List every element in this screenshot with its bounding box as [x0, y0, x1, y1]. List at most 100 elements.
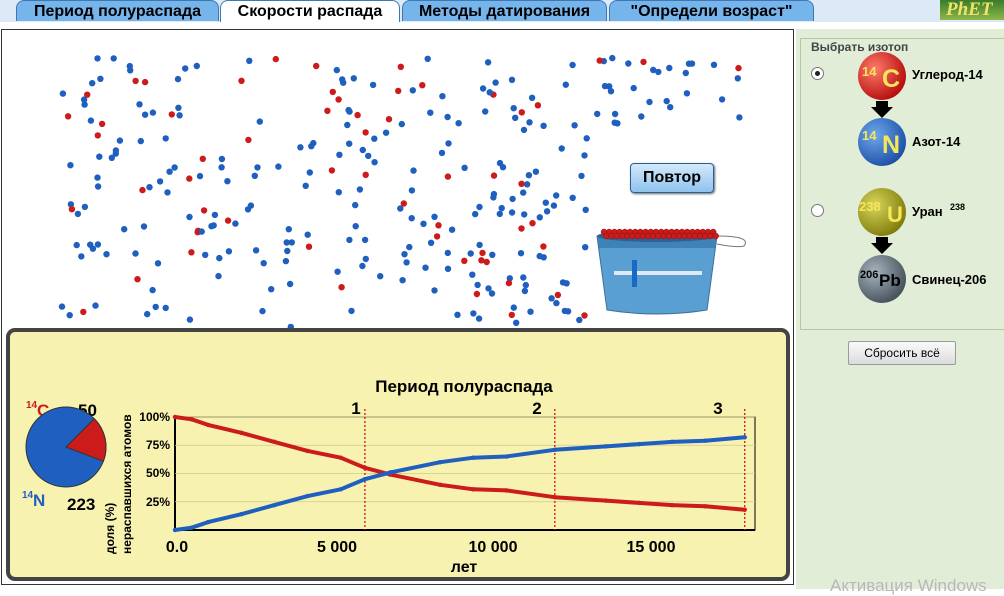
atom-carbon14[interactable] — [200, 207, 208, 214]
atom-nitrogen14[interactable] — [136, 101, 143, 108]
atom-nitrogen14[interactable] — [208, 223, 215, 230]
atom-nitrogen14[interactable] — [409, 87, 416, 94]
atom-nitrogen14[interactable] — [688, 60, 696, 67]
atom-carbon14[interactable] — [581, 312, 588, 319]
atom-carbon14[interactable] — [478, 257, 485, 264]
atom-nitrogen14[interactable] — [509, 195, 516, 203]
atom-nitrogen14[interactable] — [58, 303, 66, 310]
atom-nitrogen14[interactable] — [259, 307, 266, 315]
atom-carbon14[interactable] — [483, 258, 490, 266]
atom-nitrogen14[interactable] — [558, 145, 565, 152]
atom-nitrogen14[interactable] — [526, 119, 533, 126]
atom-nitrogen14[interactable] — [246, 57, 253, 64]
atom-nitrogen14[interactable] — [563, 280, 570, 287]
atom-nitrogen14[interactable] — [475, 315, 483, 322]
atom-nitrogen14[interactable] — [528, 94, 536, 102]
atom-nitrogen14[interactable] — [171, 164, 178, 171]
atom-nitrogen14[interactable] — [186, 213, 193, 221]
atom-nitrogen14[interactable] — [268, 286, 275, 293]
atom-carbon14[interactable] — [313, 62, 320, 70]
atom-nitrogen14[interactable] — [94, 183, 102, 190]
atom-nitrogen14[interactable] — [646, 98, 653, 106]
atom-carbon14[interactable] — [94, 132, 102, 139]
atom-carbon14[interactable] — [139, 186, 146, 194]
atom-nitrogen14[interactable] — [562, 81, 569, 88]
atom-nitrogen14[interactable] — [611, 119, 618, 126]
atom-nitrogen14[interactable] — [260, 260, 267, 267]
atom-nitrogen14[interactable] — [141, 111, 149, 118]
atom-nitrogen14[interactable] — [182, 65, 189, 72]
atom-nitrogen14[interactable] — [569, 194, 576, 201]
atom-nitrogen14[interactable] — [448, 226, 456, 233]
atom-nitrogen14[interactable] — [520, 126, 528, 134]
atom-nitrogen14[interactable] — [284, 247, 291, 255]
atom-nitrogen14[interactable] — [344, 121, 351, 129]
atom-nitrogen14[interactable] — [162, 304, 169, 312]
atom-nitrogen14[interactable] — [146, 184, 153, 191]
atom-carbon14[interactable] — [134, 276, 141, 283]
atom-nitrogen14[interactable] — [496, 210, 503, 218]
atom-nitrogen14[interactable] — [67, 201, 75, 208]
atom-carbon14[interactable] — [433, 233, 441, 240]
atom-carbon14[interactable] — [596, 57, 603, 64]
atom-nitrogen14[interactable] — [252, 247, 260, 254]
atom-nitrogen14[interactable] — [420, 220, 427, 227]
atom-nitrogen14[interactable] — [510, 105, 517, 112]
atom-nitrogen14[interactable] — [553, 192, 560, 199]
atom-nitrogen14[interactable] — [74, 210, 82, 218]
atom-nitrogen14[interactable] — [578, 172, 585, 180]
atom-nitrogen14[interactable] — [467, 250, 474, 257]
atom-carbon14[interactable] — [64, 113, 72, 120]
atom-nitrogen14[interactable] — [540, 122, 547, 129]
bucket[interactable] — [592, 220, 752, 320]
atom-nitrogen14[interactable] — [542, 199, 549, 206]
atom-nitrogen14[interactable] — [548, 295, 555, 302]
atom-carbon14[interactable] — [324, 107, 331, 115]
atom-carbon14[interactable] — [335, 96, 342, 103]
atom-nitrogen14[interactable] — [734, 75, 741, 82]
atom-nitrogen14[interactable] — [371, 135, 378, 142]
reset-all-button[interactable]: Сбросить всё — [848, 341, 956, 365]
atom-nitrogen14[interactable] — [202, 251, 209, 259]
atom-nitrogen14[interactable] — [225, 248, 233, 255]
atom-nitrogen14[interactable] — [103, 251, 110, 258]
atom-carbon14[interactable] — [400, 200, 407, 207]
atom-nitrogen14[interactable] — [176, 112, 183, 119]
atom-nitrogen14[interactable] — [410, 167, 417, 174]
atom-nitrogen14[interactable] — [484, 59, 492, 66]
atom-nitrogen14[interactable] — [362, 255, 369, 263]
atom-nitrogen14[interactable] — [87, 117, 95, 124]
atom-nitrogen14[interactable] — [140, 223, 148, 230]
atom-nitrogen14[interactable] — [186, 316, 194, 323]
atom-carbon14[interactable] — [245, 136, 252, 144]
tab-decay-rates[interactable]: Скорости распада — [220, 0, 400, 22]
atom-nitrogen14[interactable] — [256, 118, 263, 125]
atom-carbon14[interactable] — [395, 87, 402, 95]
atom-nitrogen14[interactable] — [606, 83, 613, 90]
atom-nitrogen14[interactable] — [254, 164, 261, 171]
atom-nitrogen14[interactable] — [718, 96, 726, 103]
atom-nitrogen14[interactable] — [66, 312, 73, 319]
atom-carbon14[interactable] — [329, 88, 336, 96]
atom-nitrogen14[interactable] — [251, 172, 258, 179]
atom-nitrogen14[interactable] — [132, 250, 139, 257]
atom-nitrogen14[interactable] — [543, 208, 551, 215]
atom-nitrogen14[interactable] — [371, 159, 378, 166]
atom-nitrogen14[interactable] — [454, 311, 461, 318]
atom-carbon14[interactable] — [238, 77, 245, 84]
atom-nitrogen14[interactable] — [81, 101, 88, 108]
atom-nitrogen14[interactable] — [512, 114, 519, 122]
atom-nitrogen14[interactable] — [359, 262, 366, 270]
atom-nitrogen14[interactable] — [156, 178, 164, 185]
atom-nitrogen14[interactable] — [583, 135, 590, 142]
atom-carbon14[interactable] — [518, 109, 525, 116]
atom-carbon14[interactable] — [98, 120, 106, 128]
atom-nitrogen14[interactable] — [92, 302, 99, 309]
atom-nitrogen14[interactable] — [97, 75, 104, 82]
atom-carbon14[interactable] — [444, 173, 452, 180]
atom-nitrogen14[interactable] — [89, 80, 96, 87]
atom-nitrogen14[interactable] — [96, 153, 103, 160]
atom-nitrogen14[interactable] — [285, 226, 292, 233]
atom-nitrogen14[interactable] — [498, 204, 505, 212]
atom-nitrogen14[interactable] — [80, 96, 88, 103]
